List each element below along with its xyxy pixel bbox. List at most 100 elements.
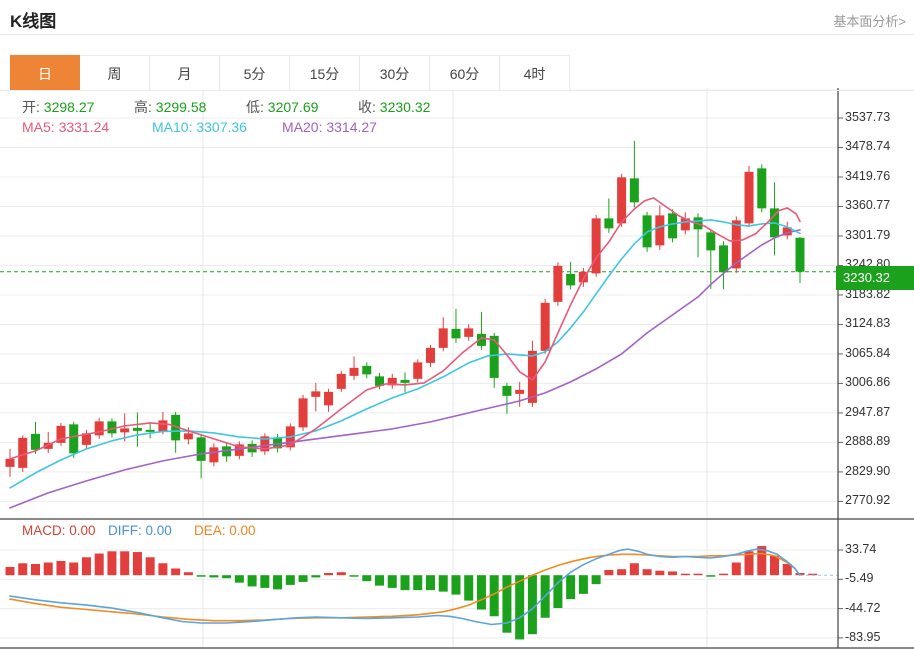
tab-period-7[interactable]: 4时	[500, 55, 570, 91]
candle-body	[120, 428, 130, 433]
candle-body	[757, 168, 767, 209]
tab-period-0[interactable]: 日	[10, 55, 80, 91]
macd-bar	[311, 575, 321, 578]
candle-body	[629, 178, 639, 203]
main-axis-tick-9: 3006.86	[845, 375, 891, 390]
macd-bar	[273, 575, 283, 590]
macd-axis-tick-1: -5.49	[845, 571, 874, 586]
current-price-badge: 3230.32	[836, 266, 914, 290]
candle-body	[132, 427, 142, 431]
macd-bar	[132, 552, 142, 576]
macd-item-2: DEA: 0.00	[194, 523, 256, 538]
main-axis-tick-7: 3124.83	[845, 316, 891, 331]
candle-body	[527, 350, 537, 403]
macd-bar	[260, 575, 270, 588]
ohlc-item-2: 低: 3207.69	[246, 99, 319, 115]
macd-bar	[770, 555, 780, 576]
candle-body	[795, 237, 805, 272]
tab-period-1[interactable]: 周	[80, 55, 150, 91]
macd-bar	[655, 570, 665, 576]
candle-body	[18, 437, 28, 468]
candle-body	[209, 447, 219, 463]
main-axis-tick-1: 3478.74	[845, 139, 891, 154]
main-axis-tick-0: 3537.73	[845, 110, 891, 124]
macd-bar	[604, 569, 614, 576]
macd-bar	[527, 575, 537, 635]
macd-axis-tick-2: -44.72	[845, 600, 881, 615]
candle-body	[502, 385, 512, 396]
macd-bar	[247, 575, 257, 587]
ma20-line	[9, 229, 801, 509]
candle-body	[413, 362, 423, 379]
macd-bar	[5, 566, 15, 576]
page-title: K线图	[10, 12, 57, 31]
macd-bar	[43, 562, 53, 576]
candle-body	[260, 436, 270, 452]
main-axis-tick-8: 3065.84	[845, 345, 891, 360]
macd-bar	[489, 575, 499, 617]
macd-bar	[476, 575, 486, 610]
candle-body	[145, 429, 155, 432]
candle-body	[311, 391, 321, 397]
macd-item-0: MACD: 0.00	[22, 523, 96, 538]
macd-bar	[515, 575, 525, 640]
main-axis-tick-6: 3183.82	[845, 286, 891, 301]
tab-period-6[interactable]: 60分	[430, 55, 500, 91]
candle-body	[107, 421, 117, 434]
candle-body	[81, 433, 91, 445]
macd-bar	[183, 572, 193, 576]
macd-bar	[668, 571, 678, 576]
tab-period-4[interactable]: 15分	[290, 55, 360, 91]
macd-bar	[719, 573, 729, 576]
candle-body	[782, 227, 792, 236]
candle-body	[515, 389, 525, 394]
candle-body	[566, 273, 576, 286]
candle-body	[438, 328, 448, 348]
main-axis-tick-2: 3419.76	[845, 168, 891, 183]
macd-bar	[502, 575, 512, 633]
macd-values-row: MACD: 0.00 DIFF: 0.00 DEA: 0.00	[22, 523, 280, 538]
tab-period-2[interactable]: 月	[150, 55, 220, 91]
candle-body	[5, 458, 15, 467]
candle-body	[171, 414, 181, 441]
ohlc-row: 开: 3298.27 高: 3299.58 低: 3207.69 收: 3230.32	[22, 97, 470, 117]
macd-bar	[413, 575, 423, 591]
candle-body	[719, 245, 729, 273]
main-axis-tick-12: 2829.90	[845, 463, 891, 478]
candle-body	[30, 433, 40, 450]
main-axis-tick-3: 3360.77	[845, 198, 891, 213]
ohlc-item-0: 开: 3298.27	[22, 99, 95, 115]
tab-period-5[interactable]: 30分	[360, 55, 430, 91]
macd-bar	[81, 557, 91, 576]
fundamental-analysis-link[interactable]: 基本面分析>	[833, 14, 906, 29]
macd-bar	[731, 562, 741, 576]
candle-body	[324, 391, 334, 406]
main-axis-tick-11: 2888.89	[845, 434, 891, 449]
macd-bar	[120, 551, 130, 576]
tab-period-3[interactable]: 5分	[220, 55, 290, 91]
macd-bar	[222, 575, 232, 579]
candle-body	[336, 373, 346, 389]
macd-bar	[400, 575, 410, 591]
ma-item-2: MA20: 3314.27	[282, 119, 377, 135]
macd-bar	[349, 575, 359, 577]
candle-body	[196, 437, 206, 461]
macd-bar	[757, 546, 767, 576]
macd-bar	[107, 551, 117, 576]
candle-body	[387, 377, 397, 386]
candle-body	[578, 271, 588, 283]
candle-body	[375, 376, 385, 386]
main-axis-tick-13: 2770.92	[845, 493, 891, 508]
ohlc-item-3: 收: 3230.32	[358, 99, 431, 115]
macd-bar	[629, 563, 639, 576]
main-axis-tick-10: 2947.87	[845, 404, 891, 419]
candle-body	[591, 218, 601, 274]
candle-body	[668, 213, 678, 239]
macd-bar	[234, 575, 244, 583]
ma-item-0: MA5: 3331.24	[22, 119, 110, 135]
candle-body	[680, 218, 690, 231]
macd-bar	[591, 575, 601, 585]
ma5-line	[9, 197, 801, 460]
candle-body	[69, 424, 79, 454]
